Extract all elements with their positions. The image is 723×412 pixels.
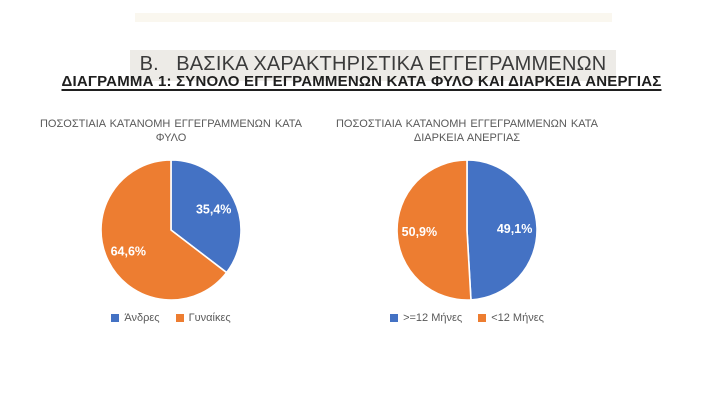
legend-swatch bbox=[111, 314, 120, 322]
legend-label: Άνδρες bbox=[124, 312, 160, 324]
chart-title-gender: ΠΟΣΟΣΤΙΑΙΑ ΚΑΤΑΝΟΜΗ ΕΓΓΕΓΡΑΜΜΕΝΩΝ ΚΑΤΑ Φ… bbox=[39, 118, 302, 144]
faint-highlight-band bbox=[135, 13, 612, 22]
legend-item: Άνδρες bbox=[111, 312, 160, 324]
pie-value-label: 50,9% bbox=[402, 225, 437, 239]
pie-gender-svg: 35,4% 64,6% bbox=[100, 159, 242, 301]
legend-swatch bbox=[175, 314, 184, 322]
pie-value-label: 64,6% bbox=[111, 245, 146, 259]
legend-label: >=12 Μήνες bbox=[403, 312, 463, 324]
pie-slice bbox=[466, 159, 538, 301]
section-title: Β. ΒΑΣΙΚΑ ΧΑΡΑΚΤΗΡΙΣΤΙΚΑ ΕΓΓΕΓΡΑΜΜΕΝΩΝ bbox=[0, 27, 723, 104]
section-title-text: Β. ΒΑΣΙΚΑ ΧΑΡΑΚΤΗΡΙΣΤΙΚΑ ΕΓΓΕΓΡΑΜΜΕΝΩΝ bbox=[129, 50, 617, 81]
legend-duration: >=12 Μήνες <12 Μήνες bbox=[390, 311, 544, 325]
legend-item: <12 Μήνες bbox=[478, 312, 544, 324]
diagram-title-text: ΔΙΑΓΡΑΜΜΑ 1: ΣΥΝΟΛΟ ΕΓΓΕΓΡΑΜΜΕΝΩΝ ΚΑΤΑ Φ… bbox=[61, 73, 662, 90]
pie-chart-duration: ΠΟΣΟΣΤΙΑΙΑ ΚΑΤΑΝΟΜΗ ΕΓΓΕΓΡΑΜΜΕΝΩΝ ΚΑΤΑ Δ… bbox=[336, 117, 598, 325]
legend-swatch bbox=[390, 314, 399, 322]
pie-slice bbox=[396, 159, 472, 301]
legend-swatch bbox=[478, 314, 487, 322]
legend-label: <12 Μήνες bbox=[491, 312, 544, 324]
pie-value-label: 49,1% bbox=[497, 222, 532, 236]
legend-label: Γυναίκες bbox=[188, 312, 231, 324]
legend-gender: Άνδρες Γυναίκες bbox=[111, 311, 231, 325]
diagram-title: ΔΙΑΓΡΑΜΜΑ 1: ΣΥΝΟΛΟ ΕΓΓΕΓΡΑΜΜΕΝΩΝ ΚΑΤΑ Φ… bbox=[0, 73, 723, 90]
chart-title-duration: ΠΟΣΟΣΤΙΑΙΑ ΚΑΤΑΝΟΜΗ ΕΓΓΕΓΡΑΜΜΕΝΩΝ ΚΑΤΑ Δ… bbox=[335, 118, 598, 144]
pie-slice bbox=[170, 159, 242, 274]
pie-chart-gender: ΠΟΣΟΣΤΙΑΙΑ ΚΑΤΑΝΟΜΗ ΕΓΓΕΓΡΑΜΜΕΝΩΝ ΚΑΤΑ Φ… bbox=[35, 117, 307, 325]
pie-duration-svg: 49,1% 50,9% bbox=[396, 159, 538, 301]
legend-item: >=12 Μήνες bbox=[390, 312, 462, 324]
legend-item: Γυναίκες bbox=[175, 312, 231, 324]
pie-value-label: 35,4% bbox=[196, 202, 231, 216]
pie-slice bbox=[100, 159, 228, 301]
